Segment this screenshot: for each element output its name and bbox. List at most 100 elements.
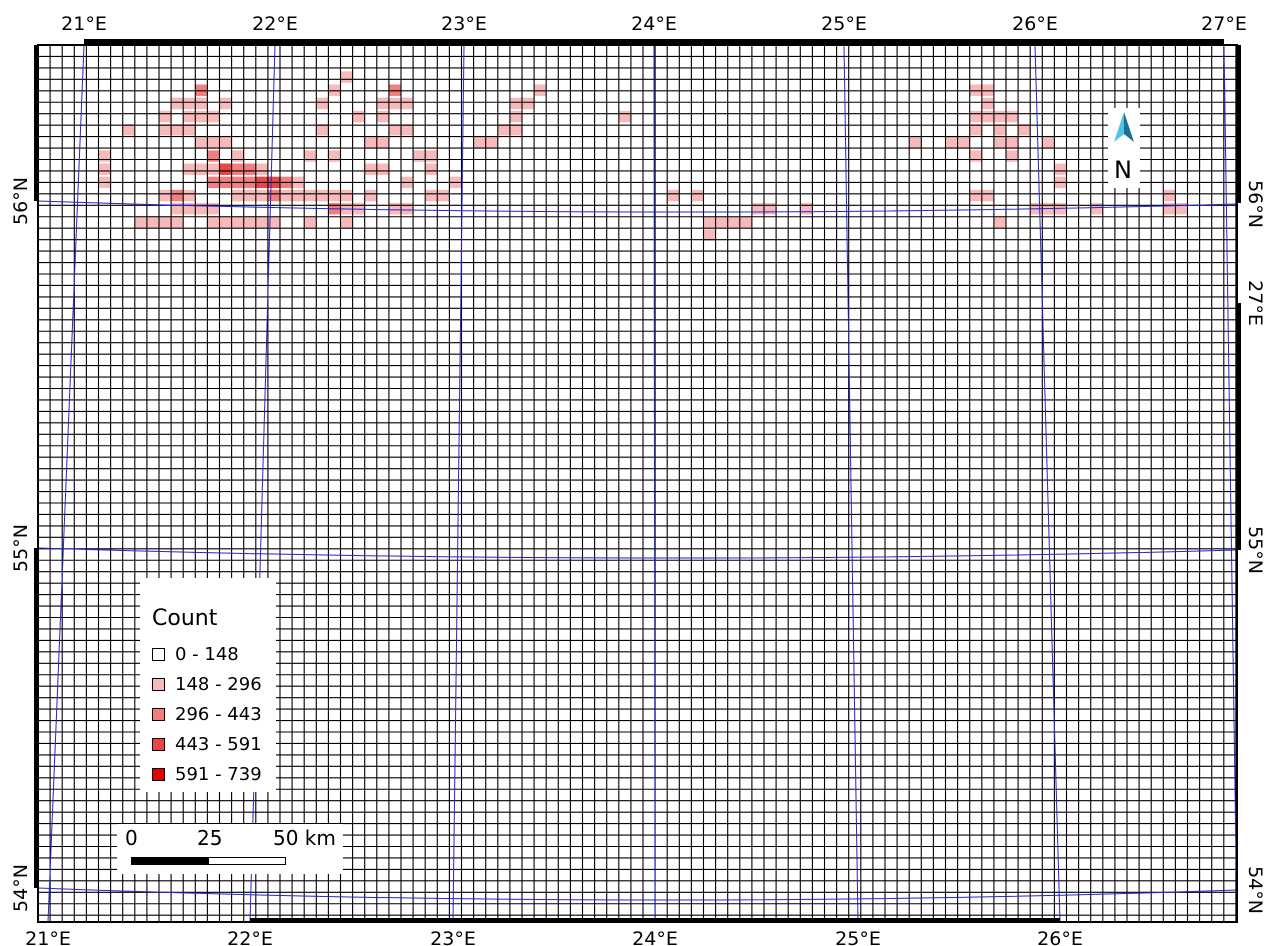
legend-row-3: 443 - 591 [152, 734, 262, 755]
count-cell [401, 97, 414, 110]
scale-label-0: 0 [125, 826, 138, 850]
count-cell [159, 110, 172, 123]
count-cell [751, 203, 764, 215]
count-cell [969, 150, 982, 162]
legend: Count 0 - 148 148 - 296 296 - 443 443 - … [140, 578, 276, 792]
count-cell [159, 124, 172, 136]
count-cell [703, 229, 716, 241]
parallel-line [37, 547, 1238, 559]
count-cell [255, 163, 268, 175]
count-cell [800, 203, 813, 215]
top-lon-label-21: 21°E [61, 13, 107, 35]
count-cell [401, 203, 414, 215]
map-frame [34, 39, 1241, 923]
north-label: N [1114, 156, 1132, 184]
count-cell [364, 137, 377, 149]
count-cell [316, 124, 329, 136]
count-cell [207, 137, 220, 149]
meridian-line [1034, 44, 1061, 923]
legend-swatch-3 [152, 738, 165, 751]
legend-label-3: 443 - 591 [175, 734, 262, 755]
count-cell [993, 110, 1006, 123]
count-cell [267, 189, 280, 202]
parallel-line [37, 887, 1238, 901]
count-cell [1006, 150, 1019, 162]
count-cell [522, 97, 535, 110]
left-lat-label-55: 55°N [10, 524, 32, 572]
count-cell [255, 189, 268, 202]
legend-swatch-1 [152, 678, 165, 691]
bottom-lon-label-24: 24°E [632, 928, 678, 946]
count-cell [159, 189, 172, 202]
count-cell [352, 110, 365, 123]
count-cell [195, 163, 208, 175]
grid-lines [37, 44, 1237, 922]
count-cell [195, 84, 208, 96]
frame-tick-bar-bottom [250, 918, 1060, 923]
frame-tick-bar-left-lower [34, 548, 39, 888]
count-cell [219, 216, 232, 228]
count-cell [376, 110, 389, 123]
count-cell [352, 203, 365, 215]
count-cell [98, 150, 111, 162]
count-cell [292, 189, 305, 202]
left-lat-label-56: 56°N [10, 177, 32, 225]
count-cell [993, 216, 1006, 228]
left-lat-label-54: 54°N [10, 864, 32, 912]
count-cell [945, 137, 958, 149]
count-cell [231, 163, 244, 175]
count-cell [195, 137, 208, 149]
right-lon-label-27: 27°E [1244, 280, 1264, 326]
count-cell [328, 150, 341, 162]
legend-swatch-0 [152, 648, 165, 661]
top-lon-label-26: 26°E [1012, 13, 1058, 35]
count-cell [667, 189, 680, 202]
count-cell [280, 189, 293, 202]
bottom-lon-label-26: 26°E [1037, 928, 1083, 946]
count-cell [219, 97, 232, 110]
count-cell [171, 216, 184, 228]
count-cell [340, 189, 353, 202]
legend-row-2: 296 - 443 [152, 704, 262, 725]
meridian-line [653, 44, 656, 923]
bottom-lon-label-23: 23°E [430, 928, 476, 946]
count-cell [618, 110, 631, 123]
count-cell [691, 189, 704, 202]
count-cell [195, 97, 208, 110]
count-cell [183, 163, 196, 175]
count-cell [1163, 189, 1176, 202]
count-cell [98, 163, 111, 175]
frame-tick-bar-right [1236, 45, 1241, 203]
count-cell [1175, 203, 1188, 215]
count-cell [388, 203, 401, 215]
parallel-line [37, 200, 1238, 213]
count-cell [376, 137, 389, 149]
count-cell [267, 216, 280, 228]
north-arrow: N [1108, 108, 1140, 188]
count-cell [401, 124, 414, 136]
count-cell [316, 97, 329, 110]
count-cell [437, 189, 450, 202]
count-cell [195, 203, 208, 215]
count-cell [122, 124, 135, 136]
count-cell [509, 97, 522, 110]
count-cell [739, 216, 752, 228]
count-cell [183, 189, 196, 202]
count-cell [231, 216, 244, 228]
count-cell [1006, 137, 1019, 149]
count-cell [207, 163, 220, 175]
count-cell [183, 124, 196, 136]
count-cell [171, 97, 184, 110]
count-cell [388, 124, 401, 136]
count-cell [703, 216, 716, 228]
top-lon-label-27: 27°E [1201, 13, 1247, 35]
count-cell [485, 137, 498, 149]
bottom-lon-label-21: 21°E [25, 928, 71, 946]
count-cell [243, 189, 256, 202]
count-cell [243, 163, 256, 175]
count-cell [183, 97, 196, 110]
count-cell [993, 137, 1006, 149]
count-cell [328, 84, 341, 96]
count-cell [231, 150, 244, 162]
count-cell [715, 216, 728, 228]
